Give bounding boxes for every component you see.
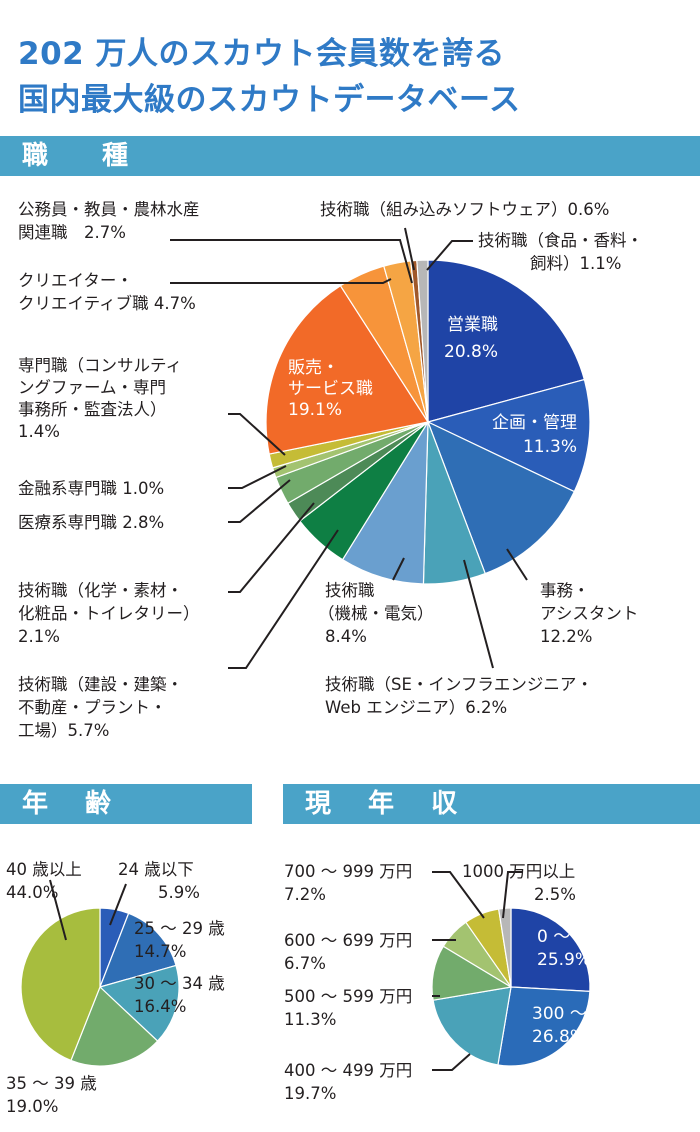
- leader-line: [506, 548, 528, 581]
- label-planning: 企画・管理 11.3%: [492, 413, 577, 457]
- age-labels: 40 歳以上 44.0% 24 歳以下 5.9% 25 ～ 29 歳 14.7% 30…: [6, 860, 225, 1116]
- label-age-40-plus: 40 歳以上 44.0%: [6, 860, 82, 902]
- label-embedded-software: 技術職（組み込みソフトウェア）0.6%: [320, 200, 609, 219]
- leader-line: [170, 278, 392, 284]
- page-title-line-2: 国内最大級のスカウトデータベース: [18, 82, 521, 118]
- label-age-35-39: 35 ～ 39 歳 19.0%: [6, 1074, 97, 1116]
- label-income-1000-plus: 1000 万円以上 2.5%: [462, 862, 576, 904]
- income-pie: [431, 907, 591, 1067]
- label-age-25-29: 25 ～ 29 歳 14.7%: [134, 919, 225, 961]
- leader-line: [228, 529, 339, 669]
- occupation-labels: 公務員・教員・農林水産関連職 2.7% 技術職（組み込みソフトウェア）0.6% …: [18, 200, 643, 740]
- leader-line: [228, 413, 286, 456]
- age-slice-2: [98, 964, 180, 1042]
- occupation-slice-14: [416, 259, 429, 423]
- label-creative: クリエイター・クリエイティブ職 4.7%: [18, 271, 196, 313]
- label-retail-service: 販売・サービス職 19.1%: [288, 358, 373, 420]
- label-chemistry: 技術職（化学・素材・化粧品・トイレタリー） 2.1%: [18, 581, 200, 646]
- label-it-engineer: 技術職（SE・インフラエンジニア・ Web エンジニア）6.2%: [325, 675, 593, 717]
- label-office: 事務・アシスタント 12.2%: [540, 581, 638, 646]
- leader-line: [426, 240, 473, 271]
- label-income-500-599: 500 ～ 599 万円 11.3%: [284, 987, 412, 1029]
- label-income-700-999: 700 ～ 999 万円 7.2%: [284, 862, 412, 904]
- leader-line: [502, 871, 522, 919]
- label-income-600-699: 600 ～ 699 万円 6.7%: [284, 931, 412, 973]
- income-slice-2: [432, 986, 512, 1066]
- leader-line: [228, 465, 287, 489]
- label-income-0-299: 0 ～ 299 万円 25.9%: [537, 927, 647, 970]
- leader-line: [432, 871, 485, 919]
- label-finance: 金融系専門職 1.0%: [18, 479, 164, 498]
- label-mechanical: 技術職（機械・電気） 8.4%: [318, 581, 434, 646]
- occupation-slice-2: [426, 420, 576, 575]
- leader-line: [392, 557, 405, 581]
- section-bar-occupation: 職 種: [0, 136, 700, 176]
- occupation-slice-4: [341, 419, 429, 585]
- label-medical: 医療系専門職 2.8%: [18, 513, 164, 532]
- section-bar-age: 年 齢: [0, 784, 252, 824]
- income-labels: 700 ～ 999 万円 7.2% 1000 万円以上 2.5% 600 ～ 699…: [284, 862, 664, 1103]
- leader-line: [404, 227, 415, 271]
- leader-line: [49, 879, 67, 941]
- age-slice-4: [20, 907, 101, 1062]
- age-slice-1: [99, 912, 177, 988]
- label-age-under-24: 24 歳以下 5.9%: [118, 860, 200, 902]
- leader-line: [228, 479, 291, 523]
- occupation-pie: [265, 259, 591, 585]
- income-leader-lines: [432, 871, 522, 1071]
- label-public-servant: 公務員・教員・農林水産関連職 2.7%: [18, 200, 200, 242]
- page-title-line-1: 202 万人のスカウト会員数を誇る: [18, 36, 506, 72]
- age-pie: [20, 907, 180, 1067]
- section-bar-income: 現 年 収: [283, 784, 700, 824]
- occupation-slice-1: [426, 378, 591, 493]
- leader-line: [170, 239, 413, 284]
- label-age-30-34: 30 ～ 34 歳 16.4%: [134, 974, 225, 1016]
- leader-line: [109, 883, 127, 926]
- label-food-tech: 技術職（食品・香料・飼料）1.1%: [478, 231, 643, 273]
- label-professional: 専門職（コンサルティングファーム・専門事務所・監査法人） 1.4%: [18, 356, 182, 441]
- label-construction: 技術職（建設・建築・不動産・プラント・工場）5.7%: [18, 675, 183, 740]
- income-slice-1: [497, 986, 591, 1067]
- occupation-leader-lines: [170, 227, 528, 669]
- label-income-400-499: 400 ～ 499 万円 19.7%: [284, 1061, 412, 1103]
- income-slice-0: [510, 907, 591, 992]
- occupation-slice-0: [427, 259, 586, 423]
- label-income-300-399: 300 ～ 399 万円 26.8%: [532, 1004, 664, 1047]
- age-leader-lines: [49, 879, 127, 941]
- leader-line: [463, 559, 494, 669]
- leader-line: [432, 1053, 471, 1071]
- label-sales: 営業職 20.8%: [444, 315, 498, 362]
- leader-line: [228, 502, 315, 593]
- occupation-slice-10: [265, 284, 429, 455]
